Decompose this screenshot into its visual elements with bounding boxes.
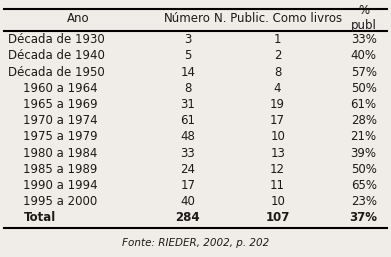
Text: 31: 31: [180, 98, 195, 111]
Text: 8: 8: [274, 66, 281, 79]
Text: 13: 13: [270, 146, 285, 160]
Text: 10: 10: [270, 130, 285, 143]
Text: 61%: 61%: [351, 98, 377, 111]
Text: 33: 33: [180, 146, 195, 160]
Text: 19: 19: [270, 98, 285, 111]
Text: 39%: 39%: [351, 146, 377, 160]
Text: Década de 1950: Década de 1950: [8, 66, 104, 79]
Text: Década de 1940: Década de 1940: [8, 50, 105, 62]
Text: 48: 48: [180, 130, 195, 143]
Text: 5: 5: [184, 50, 191, 62]
Text: 61: 61: [180, 114, 195, 127]
Text: 24: 24: [180, 163, 195, 176]
Text: 33%: 33%: [351, 33, 377, 46]
Text: 4: 4: [274, 82, 282, 95]
Text: %
publ: % publ: [351, 4, 377, 32]
Text: 12: 12: [270, 163, 285, 176]
Text: N. Public. Como livros: N. Public. Como livros: [213, 12, 342, 25]
Text: 37%: 37%: [350, 211, 378, 224]
Text: 1970 a 1974: 1970 a 1974: [23, 114, 98, 127]
Text: 1985 a 1989: 1985 a 1989: [23, 163, 98, 176]
Text: 1975 a 1979: 1975 a 1979: [23, 130, 98, 143]
Text: 10: 10: [270, 195, 285, 208]
Text: 2: 2: [274, 50, 282, 62]
Text: 1980 a 1984: 1980 a 1984: [23, 146, 98, 160]
Text: 17: 17: [270, 114, 285, 127]
Text: 50%: 50%: [351, 82, 377, 95]
Text: 1990 a 1994: 1990 a 1994: [23, 179, 98, 192]
Text: 17: 17: [180, 179, 195, 192]
Text: 11: 11: [270, 179, 285, 192]
Text: 284: 284: [176, 211, 200, 224]
Text: 107: 107: [265, 211, 290, 224]
Text: 1: 1: [274, 33, 282, 46]
Text: 1965 a 1969: 1965 a 1969: [23, 98, 98, 111]
Text: 40: 40: [180, 195, 195, 208]
Text: Ano: Ano: [67, 12, 90, 25]
Text: Número: Número: [164, 12, 211, 25]
Text: Total: Total: [23, 211, 56, 224]
Text: 23%: 23%: [351, 195, 377, 208]
Text: 1960 a 1964: 1960 a 1964: [23, 82, 98, 95]
Text: 1995 a 2000: 1995 a 2000: [23, 195, 98, 208]
Text: 40%: 40%: [351, 50, 377, 62]
Text: 65%: 65%: [351, 179, 377, 192]
Text: 50%: 50%: [351, 163, 377, 176]
Text: 21%: 21%: [351, 130, 377, 143]
Text: 14: 14: [180, 66, 195, 79]
Text: Década de 1930: Década de 1930: [8, 33, 104, 46]
Text: 3: 3: [184, 33, 191, 46]
Text: 28%: 28%: [351, 114, 377, 127]
Text: Fonte: RIEDER, 2002, p. 202: Fonte: RIEDER, 2002, p. 202: [122, 238, 269, 248]
Text: 8: 8: [184, 82, 191, 95]
Text: 57%: 57%: [351, 66, 377, 79]
